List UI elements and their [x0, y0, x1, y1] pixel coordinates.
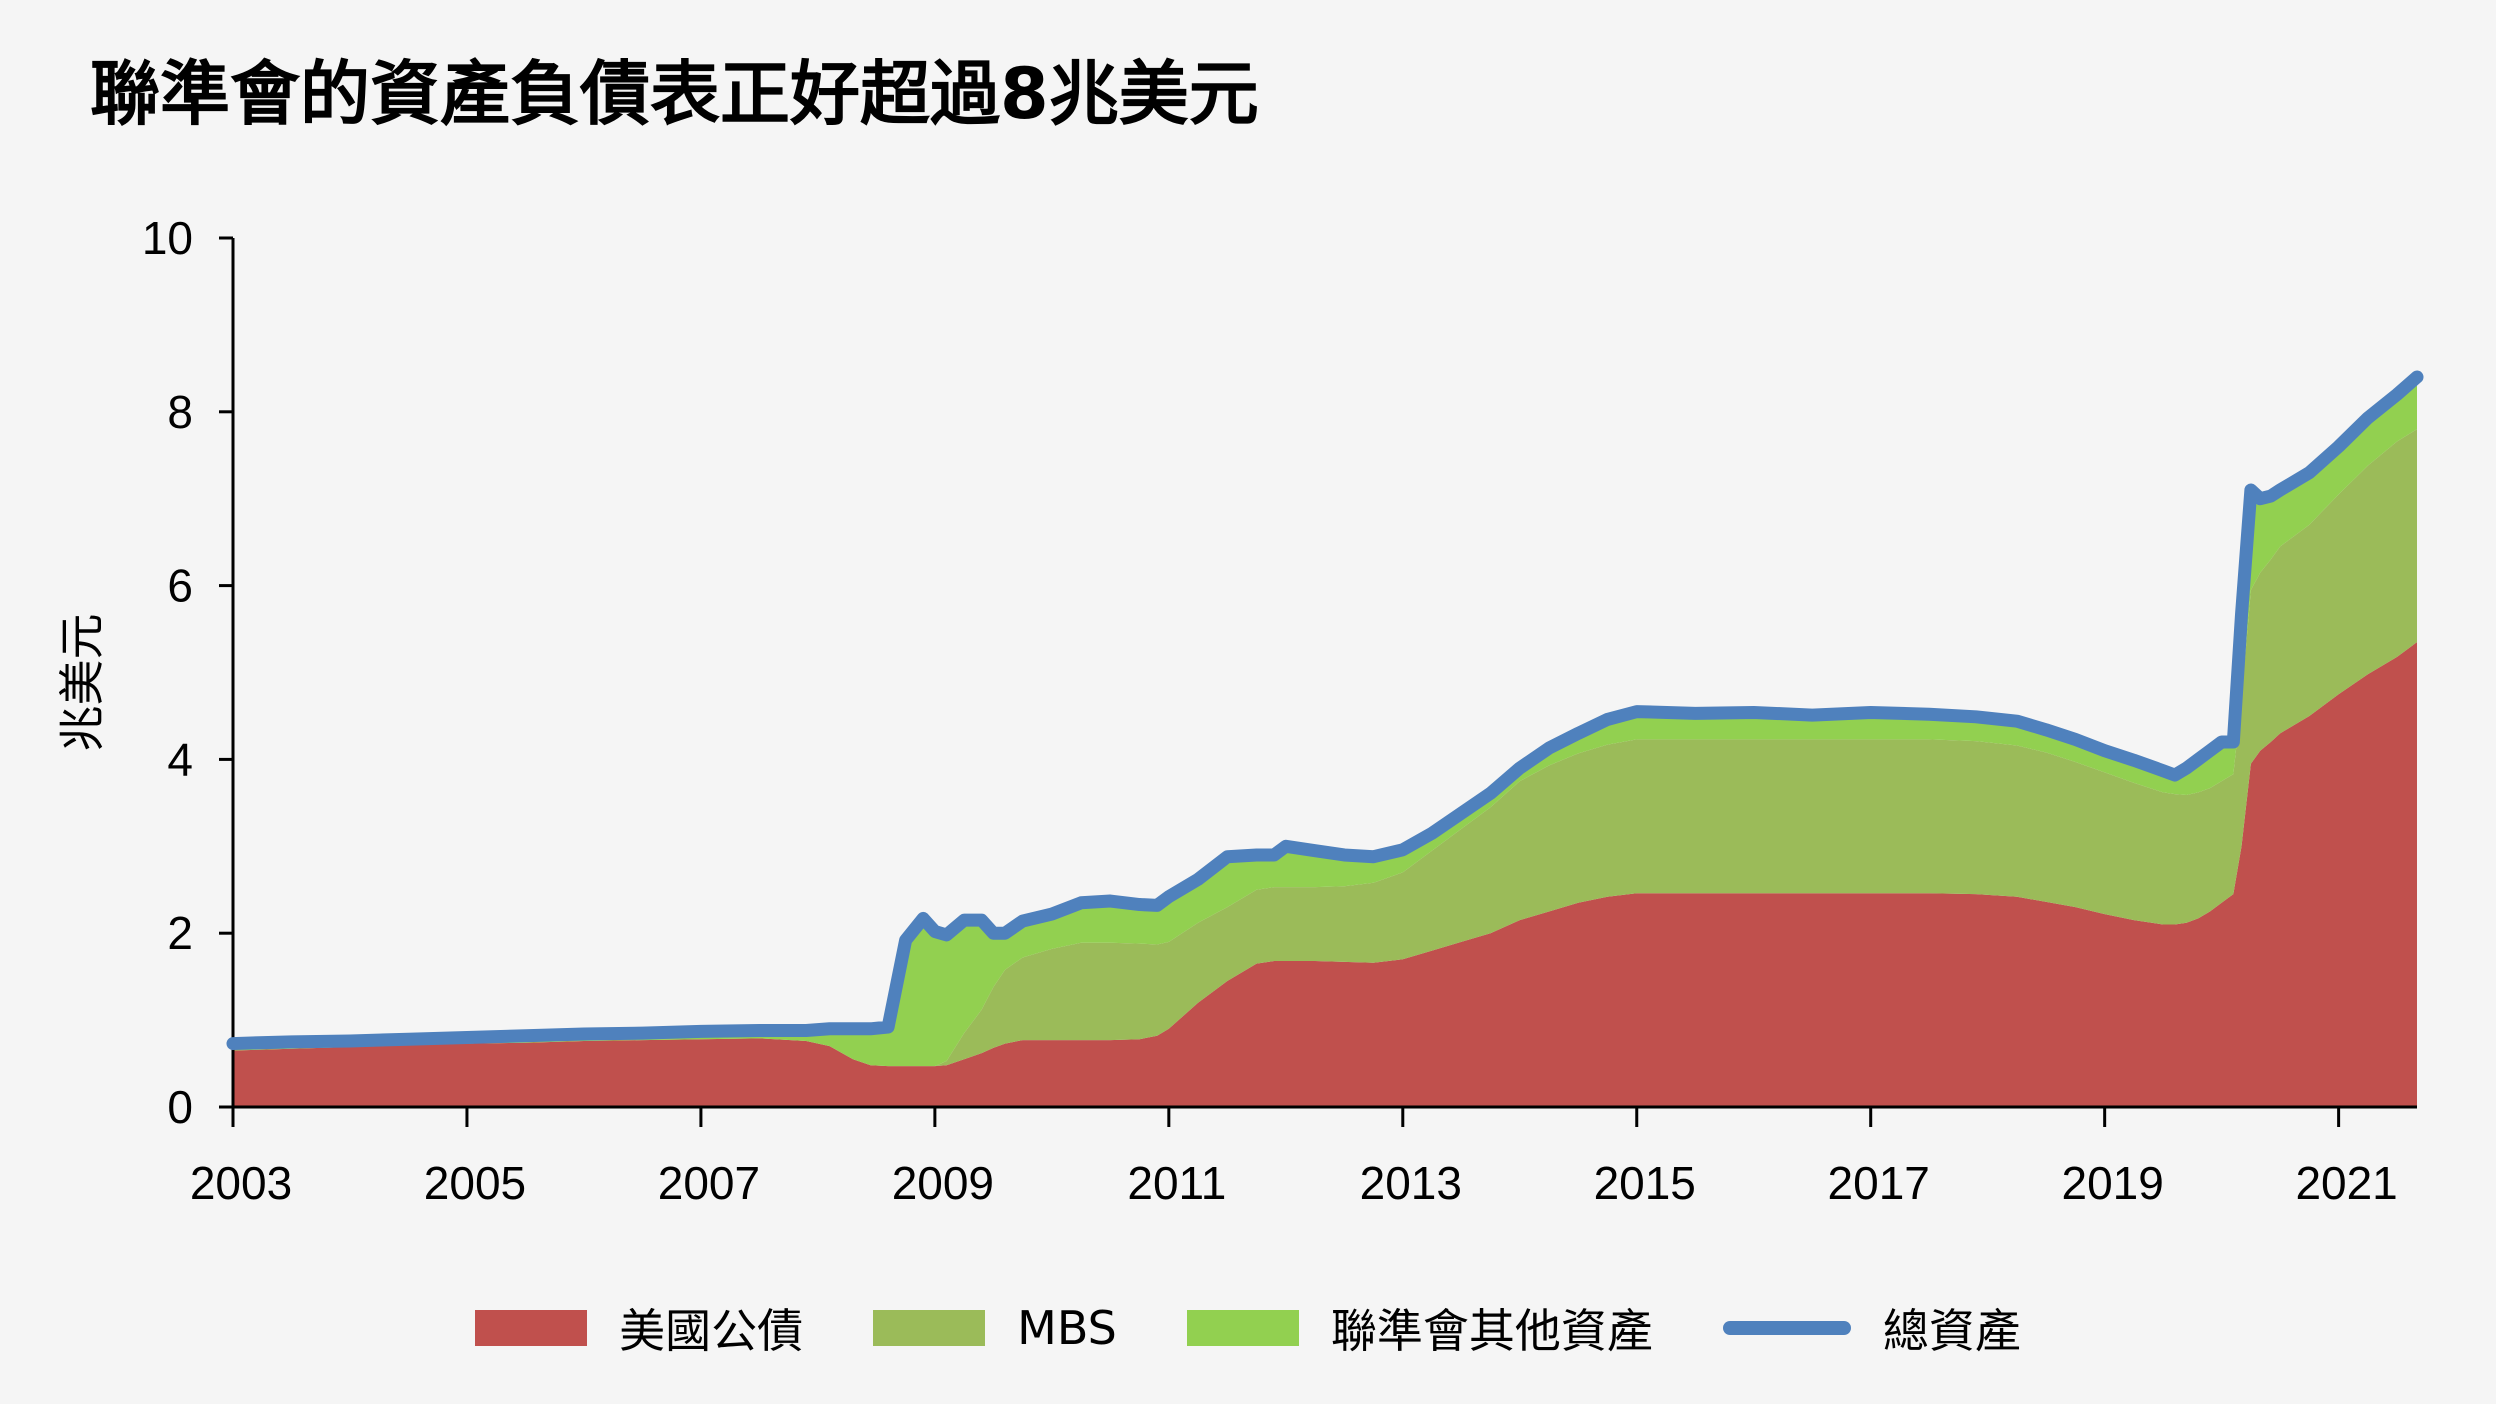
legend-swatch-other	[1186, 1310, 1299, 1346]
area-mbs	[233, 429, 2417, 1067]
y-axis-label-text: 兆美元	[55, 614, 109, 752]
legend-item-mbs: MBS	[873, 1301, 1117, 1355]
x-tick-label: 2009	[892, 1157, 994, 1209]
legend-item-total: 總資產	[1722, 1295, 2021, 1361]
legend-label-other: 聯準會其他資產	[1330, 1304, 1653, 1358]
legend-swatch-treasury	[475, 1310, 588, 1346]
x-tick-label: 2015	[1594, 1157, 1696, 1209]
x-tick-label: 2005	[424, 1157, 526, 1209]
total-line-layer	[226, 370, 2424, 1051]
x-tick-label: 2017	[1828, 1157, 1930, 1209]
y-tick-label: 2	[167, 907, 193, 959]
legend-swatch-mbs	[873, 1310, 986, 1346]
x-tick-label: 2013	[1360, 1157, 1462, 1209]
legend: 美國公債 MBS 聯準會其他資產 總資產	[0, 1295, 2496, 1361]
y-tick-label: 10	[142, 212, 193, 264]
x-tick-label: 2007	[658, 1157, 760, 1209]
x-tick-label: 2021	[2295, 1157, 2397, 1209]
x-tick-label: 2019	[2061, 1157, 2163, 1209]
legend-label-treasury: 美國公債	[619, 1304, 804, 1358]
x-tick-label: 2003	[190, 1157, 292, 1209]
x-tick-label: 2011	[1127, 1157, 1226, 1209]
legend-label-mbs: MBS	[1017, 1301, 1117, 1355]
y-tick-label: 6	[167, 560, 193, 612]
legend-line-total	[1722, 1321, 1851, 1335]
y-tick-label: 4	[167, 733, 193, 785]
chart-title: 聯準會的資產負債表正好超過8兆美元	[90, 53, 1259, 135]
axes-layer: 0 2 4 6 8 10 2003 2005 2007 2009 2011 2013 2015 2017 2…	[142, 212, 2417, 1209]
legend-item-treasury: 美國公債	[475, 1295, 803, 1361]
y-axis-label: 兆美元	[55, 614, 109, 752]
y-tick-label: 8	[167, 386, 193, 438]
area-treasury	[233, 642, 2417, 1107]
legend-label-total: 總資產	[1882, 1304, 2021, 1358]
y-tick-label: 0	[167, 1081, 193, 1133]
legend-item-other: 聯準會其他資產	[1186, 1295, 1653, 1361]
line-total-assets	[226, 370, 2424, 1051]
